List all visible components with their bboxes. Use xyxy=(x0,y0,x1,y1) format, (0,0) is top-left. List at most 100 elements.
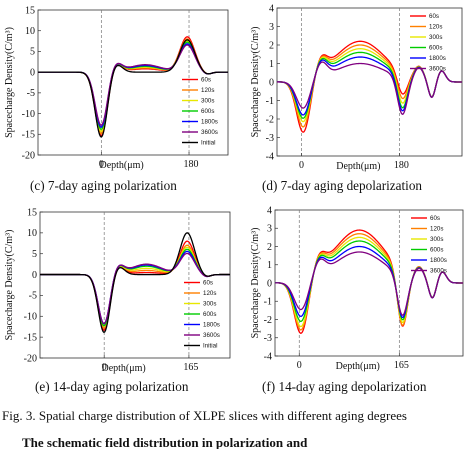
chart-f-xtick-label-0: 0 xyxy=(297,360,302,371)
chart-d-ytick-label-8: 4 xyxy=(269,3,274,14)
chart-d-ytick-label-7: 3 xyxy=(269,22,274,33)
chart-c-ytick-label-7: 15 xyxy=(25,5,35,16)
chart-d-ytick-label-4: 0 xyxy=(269,77,274,88)
chart-e-ytick-label-0: -20 xyxy=(24,353,37,364)
chart-c-legend-label-600s: 600s xyxy=(201,108,214,115)
chart-d-legend-label-1800s: 1800s xyxy=(429,55,446,62)
chart-f-ytick-label-4: 0 xyxy=(267,278,272,289)
chart-c-ytick-label-5: 5 xyxy=(30,47,35,58)
chart-d-legend-label-300s: 300s xyxy=(429,34,442,41)
chart-f-legend-label-600s: 600s xyxy=(430,247,443,254)
chart-c-legend-label-1800s: 1800s xyxy=(201,119,218,126)
chart-e-legend-label-Initial: Initial xyxy=(203,343,217,350)
chart-c-legend-label-300s: 300s xyxy=(201,98,214,105)
chart-e-ytick-label-4: 0 xyxy=(32,270,37,281)
chart-e-legend-label-600s: 600s xyxy=(203,311,216,318)
chart-f-ytick-label-5: 1 xyxy=(267,260,272,271)
chart-f-ylabel: Spacecharge Density(C/m³) xyxy=(250,228,261,339)
chart-f-legend-label-120s: 120s xyxy=(430,226,443,233)
chart-e-series-3600s xyxy=(40,252,230,325)
chart-d-ytick-label-5: 1 xyxy=(269,59,274,70)
figure-caption: Fig. 3. Spatial charge distribution of X… xyxy=(2,408,407,423)
chart-c-ytick-label-3: -5 xyxy=(27,88,35,99)
chart-c-series-300s xyxy=(38,40,228,133)
chart-e-ytick-label-5: 5 xyxy=(32,249,37,260)
chart-d-legend-label-120s: 120s xyxy=(429,24,442,31)
chart-e-legend-label-60s: 60s xyxy=(203,280,213,287)
chart-panel-e: -20 -15 -10 -5 0 5 10 15 0 165 Depth(μm) Spacecharg… xyxy=(4,207,231,394)
chart-d-ytick-label-0: -4 xyxy=(266,151,274,162)
chart-panel-d: -4 -3 -2 -1 0 1 2 3 4 0 180 Depth(μm) Spacecharge De… xyxy=(250,3,463,193)
chart-d-legend-label-600s: 600s xyxy=(429,45,442,52)
chart-d-ytick-label-1: -3 xyxy=(266,133,274,144)
chart-f-ytick-label-3: -1 xyxy=(264,297,272,308)
chart-c-ytick-label-6: 10 xyxy=(25,26,35,37)
chart-c-legend-label-120s: 120s xyxy=(201,87,214,94)
chart-e-series-60s xyxy=(40,240,230,331)
chart-e-legend-label-1800s: 1800s xyxy=(203,322,220,329)
chart-d-legend-label-60s: 60s xyxy=(429,13,439,20)
chart-c-series-Initial xyxy=(38,39,228,138)
chart-f-ytick-label-8: 4 xyxy=(267,205,272,216)
chart-d-legend-label-3600s: 3600s xyxy=(429,66,446,73)
chart-e-legend-label-120s: 120s xyxy=(203,290,216,297)
chart-c-series-1800s xyxy=(38,43,228,129)
chart-e-plot-frame xyxy=(39,211,231,359)
chart-f-xlabel: Depth(μm) xyxy=(336,361,380,372)
chart-e-series-600s xyxy=(40,248,230,327)
chart-c-ytick-label-0: -20 xyxy=(22,150,35,161)
chart-d-ytick-label-3: -1 xyxy=(266,96,274,107)
chart-f-ytick-label-7: 3 xyxy=(267,224,272,235)
chart-d-xtick-label-1: 180 xyxy=(394,160,409,171)
chart-c-ytick-label-1: -15 xyxy=(22,130,35,141)
chart-panel-f: -4 -3 -2 -1 0 1 2 3 4 0 165 Depth(μm) Spacecharge De… xyxy=(250,205,464,394)
chart-e-series-1800s xyxy=(40,250,230,325)
chart-e-legend-label-3600s: 3600s xyxy=(203,332,220,339)
chart-f-legend-label-60s: 60s xyxy=(430,215,440,222)
chart-c-ytick-label-2: -10 xyxy=(22,109,35,120)
chart-d-series-600s xyxy=(277,51,462,119)
chart-d-series-3600s xyxy=(277,61,462,115)
chart-d-xlabel: Depth(μm) xyxy=(336,161,380,172)
chart-e-legend-label-300s: 300s xyxy=(203,301,216,308)
chart-c-series-120s xyxy=(38,38,228,135)
chart-c-series-3600s xyxy=(38,44,228,126)
chart-e-ytick-label-1: -15 xyxy=(24,332,37,343)
chart-c-ytick-label-4: 0 xyxy=(30,67,35,78)
chart-c-xtick-label-0: 0 xyxy=(99,159,104,170)
chart-c-xtick-label-1: 180 xyxy=(184,159,199,170)
chart-e-series-Initial xyxy=(40,232,230,334)
chart-d-ylabel: Spacecharge Density(C/m³) xyxy=(250,27,261,138)
chart-d-caption: (d) 7-day aging depolarization xyxy=(262,178,422,193)
chart-e-series-120s xyxy=(40,244,230,329)
chart-e-ytick-label-3: -5 xyxy=(29,291,37,302)
chart-c-legend-label-Initial: Initial xyxy=(201,140,215,147)
chart-e-xtick-label-0: 0 xyxy=(102,362,107,373)
chart-d-ytick-label-6: 2 xyxy=(269,40,274,51)
chart-e-xtick-label-1: 165 xyxy=(183,362,198,373)
chart-e-ytick-label-6: 10 xyxy=(27,228,37,239)
chart-panel-c: -20 -15 -10 -5 0 5 10 15 0 180 Depth(μm) Spacecharg… xyxy=(4,5,229,193)
chart-f-ytick-label-0: -4 xyxy=(264,351,272,362)
chart-f-xtick-label-1: 165 xyxy=(394,360,409,371)
chart-e-xlabel: Depth(μm) xyxy=(101,363,145,374)
body-text-line: The schematic field distribution in pola… xyxy=(22,435,308,449)
chart-c-series-600s xyxy=(38,41,228,131)
chart-c-legend-label-60s: 60s xyxy=(201,77,211,84)
chart-c-ylabel: Spacecharge Density(C/m³) xyxy=(4,27,15,138)
chart-c-caption: (c) 7-day aging polarization xyxy=(30,178,177,193)
chart-f-ytick-label-6: 2 xyxy=(267,242,272,253)
chart-e-series-300s xyxy=(40,246,230,327)
chart-e-ytick-label-7: 15 xyxy=(27,207,37,218)
chart-f-series-3600s xyxy=(275,251,463,316)
chart-f-legend-label-1800s: 1800s xyxy=(430,257,447,264)
chart-c-xlabel: Depth(μm) xyxy=(99,160,143,171)
chart-e-caption: (e) 14-day aging polarization xyxy=(35,379,189,394)
chart-f-ytick-label-2: -2 xyxy=(264,315,272,326)
chart-e-ytick-label-2: -10 xyxy=(24,312,37,323)
chart-d-ytick-label-2: -2 xyxy=(266,114,274,125)
chart-f-legend-label-300s: 300s xyxy=(430,236,443,243)
chart-f-legend-label-3600s: 3600s xyxy=(430,268,447,275)
chart-c-plot-frame xyxy=(37,9,229,156)
chart-e-ylabel: Spacecharge Density(C/m³) xyxy=(4,230,15,341)
